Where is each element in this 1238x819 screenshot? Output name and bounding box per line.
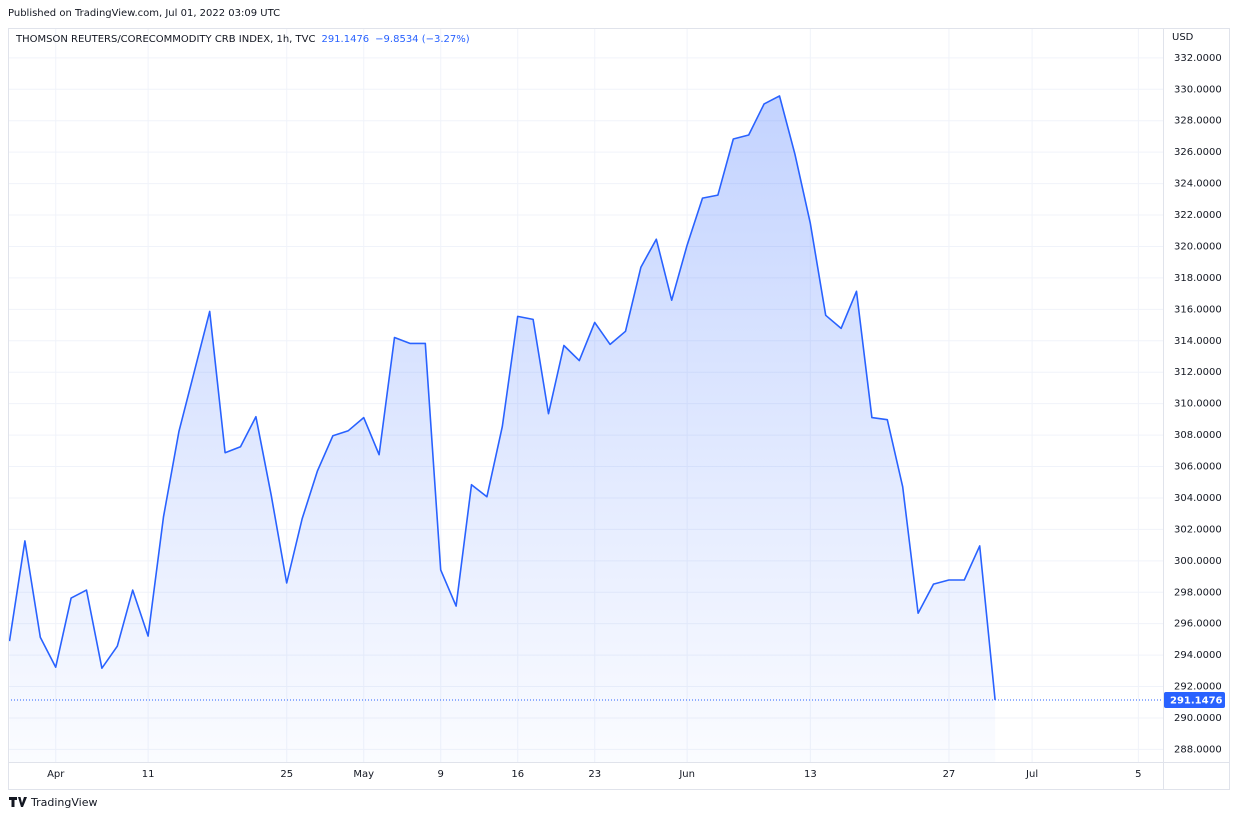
y-tick-label: 300.0000 [1174,556,1222,567]
y-tick-label: 302.0000 [1174,524,1222,535]
x-tick-label: 5 [1135,769,1141,780]
y-tick-label: 290.0000 [1174,713,1222,724]
y-tick-label: 326.0000 [1174,147,1222,158]
legend-title: THOMSON REUTERS/CORECOMMODITY CRB INDEX,… [15,34,315,45]
brand-logo [9,797,27,807]
legend-change: −9.8534 (−3.27%) [375,34,470,45]
x-tick-label: 9 [438,769,444,780]
x-tick-label: 23 [588,769,601,780]
y-tick-label: 298.0000 [1174,587,1222,598]
y-tick-label: 296.0000 [1174,619,1222,630]
x-tick-label: 11 [142,769,155,780]
y-tick-label: 312.0000 [1174,367,1222,378]
y-tick-label: 308.0000 [1174,430,1222,441]
x-tick-label: May [353,769,374,780]
y-tick-label: 294.0000 [1174,650,1222,661]
y-tick-label: 310.0000 [1174,399,1222,410]
frame [8,28,1230,790]
x-tick-label: 27 [943,769,956,780]
y-tick-label: 322.0000 [1174,210,1222,221]
y-tick-label: 314.0000 [1174,336,1222,347]
y-tick-label: 292.0000 [1174,682,1222,693]
y-tick-label: 316.0000 [1174,304,1222,315]
y-tick-label: 288.0000 [1174,744,1222,755]
y-tick-label: 306.0000 [1174,462,1222,473]
y-tick-label: 324.0000 [1174,179,1222,190]
price-line [8,95,996,701]
y-tick-label: 332.0000 [1174,53,1222,64]
last-price-box [1164,691,1225,708]
brand: TradingView [30,796,97,809]
y-tick-label: 330.0000 [1174,84,1222,95]
x-tick-label: 13 [804,769,817,780]
y-tick-label: 320.0000 [1174,241,1222,252]
y-tick-label: 304.0000 [1174,493,1222,504]
x-tick-label: 25 [280,769,293,780]
published-note: Published on TradingView.com, Jul 01, 20… [8,8,280,19]
plot-area [8,28,1163,762]
legend-last: 291.1476 [321,34,369,45]
x-tick-label: Apr [47,769,65,780]
x-tick-label: Jul [1025,769,1038,780]
y-axis-label: USD [1172,32,1194,43]
x-tick-label: Jun [678,769,695,780]
y-tick-label: 328.0000 [1174,116,1222,127]
y-tick-label: 318.0000 [1174,273,1222,284]
x-tick-label: 16 [511,769,524,780]
last-price-label: 291.1476 [1170,695,1223,706]
